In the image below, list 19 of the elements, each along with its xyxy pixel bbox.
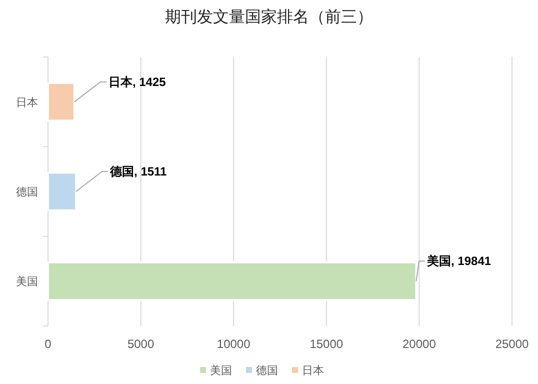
x-tick-label: 0 bbox=[44, 337, 52, 351]
data-label: 日本, 1425 bbox=[108, 74, 166, 89]
x-tick-label: 15000 bbox=[310, 337, 344, 351]
chart-title: 期刊发文量国家排名（前三） bbox=[165, 8, 373, 26]
美国: 美国, 19841 bbox=[47, 254, 492, 301]
x-tick-label: 20000 bbox=[402, 337, 436, 351]
日本: 日本, 1425 bbox=[47, 74, 166, 122]
德国: 德国, 1511 bbox=[47, 164, 167, 212]
data-label: 德国, 1511 bbox=[109, 164, 168, 178]
legend-label: 美国 bbox=[210, 364, 232, 377]
x-tick-label: 25000 bbox=[495, 337, 530, 351]
legend-label: 日本 bbox=[302, 364, 324, 377]
x-tick-label: 10000 bbox=[216, 337, 251, 351]
data-label: 美国, 19841 bbox=[426, 254, 492, 268]
x-tick-label: 5000 bbox=[127, 337, 154, 351]
legend-label: 德国 bbox=[256, 365, 278, 377]
y-tick-label: 美国 bbox=[16, 275, 38, 288]
y-tick-label: 德国 bbox=[16, 186, 38, 198]
y-tick-label: 日本 bbox=[16, 96, 38, 109]
